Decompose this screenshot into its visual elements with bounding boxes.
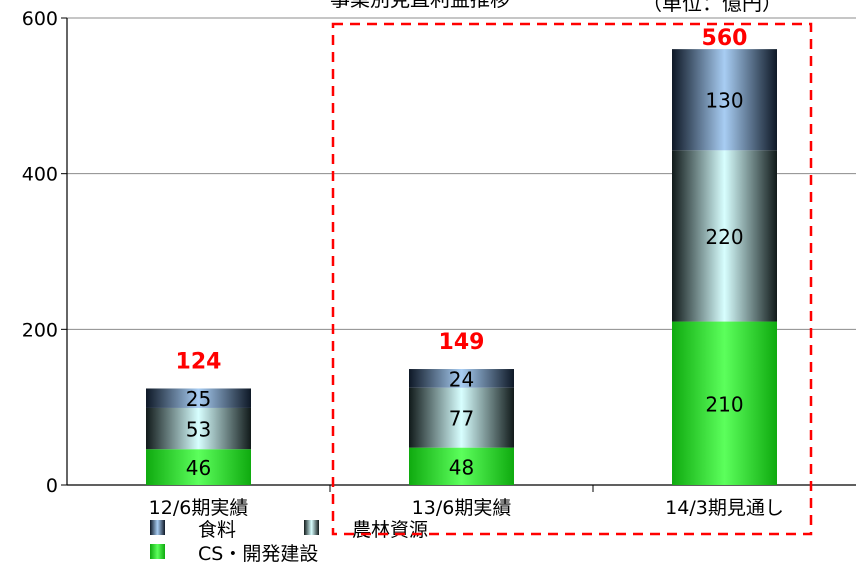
bar-segment xyxy=(672,321,777,485)
legend-swatch xyxy=(304,520,319,535)
legend-label: 食料 xyxy=(198,519,236,541)
x-category-labels: 12/6期実績 13/6期実績 14/3期見通し xyxy=(149,497,784,519)
x-category-label: 14/3期見通し xyxy=(665,497,784,519)
x-category-label: 12/6期実績 xyxy=(149,497,249,519)
legend-label: 農林資源 xyxy=(352,519,428,541)
legend: 食料 農林資源 CS・開発建設 xyxy=(150,519,428,565)
bars: 46 53 25 124 48 77 24 149 210 220 130 560 xyxy=(146,26,777,485)
legend-label: CS・開発建設 xyxy=(198,543,318,565)
data-label: 130 xyxy=(705,89,743,113)
data-label: 77 xyxy=(449,407,474,431)
unit-note: （単位：億円） xyxy=(642,0,782,15)
total-label: 560 xyxy=(702,26,748,51)
bar-segment xyxy=(146,449,251,485)
data-label: 220 xyxy=(705,225,743,249)
data-label: 25 xyxy=(186,387,211,411)
chart-title: 事業別見直利益推移 xyxy=(330,0,510,11)
data-label: 210 xyxy=(705,392,743,416)
y-tick-label: 600 xyxy=(22,8,58,30)
total-label: 149 xyxy=(439,330,485,355)
data-label: 48 xyxy=(449,455,474,479)
bar-segment xyxy=(409,447,514,485)
y-tick-label: 0 xyxy=(46,475,58,497)
total-label: 124 xyxy=(176,349,222,374)
bar-segment xyxy=(146,388,251,408)
y-tick-labels: 0 200 400 600 xyxy=(22,8,58,497)
bar-segment xyxy=(409,387,514,448)
data-label: 46 xyxy=(186,456,211,480)
data-label: 53 xyxy=(186,418,211,442)
y-tick-label: 400 xyxy=(22,164,58,186)
bar-segment xyxy=(672,150,777,322)
highlight-box xyxy=(331,22,813,536)
bar-segment xyxy=(146,407,251,450)
legend-swatch xyxy=(150,520,165,535)
data-label: 24 xyxy=(449,367,474,391)
legend-swatch xyxy=(150,544,165,559)
x-category-label: 13/6期実績 xyxy=(412,497,512,519)
y-tick-label: 200 xyxy=(22,319,58,341)
bar-segment xyxy=(409,369,514,388)
bar-segment xyxy=(672,49,777,151)
